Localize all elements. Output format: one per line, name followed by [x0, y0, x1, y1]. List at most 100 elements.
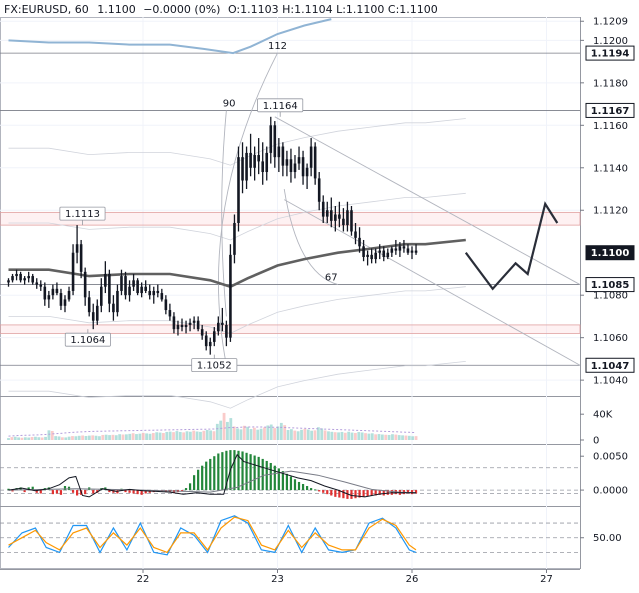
candle: [47, 290, 51, 308]
fan-line: [284, 199, 581, 366]
candle-body: [100, 286, 103, 306]
candle-body: [79, 244, 83, 272]
volume-bar: [111, 434, 115, 440]
candle: [184, 320, 188, 334]
macd-histogram-bar: [112, 490, 115, 493]
candle: [241, 142, 244, 194]
fib-arc: [283, 188, 339, 286]
volume-bar: [60, 437, 64, 440]
candle-body: [188, 322, 192, 325]
candle: [265, 146, 269, 181]
candle-body: [233, 222, 236, 255]
volume-bar: [340, 431, 344, 440]
macd-histogram-bar: [374, 490, 377, 496]
price-tag-label: 1.1047: [591, 361, 630, 372]
volume-bar: [407, 435, 411, 440]
stoch-d-line: [8, 516, 417, 554]
macd-histogram-bar: [322, 490, 325, 493]
candle: [144, 280, 147, 294]
volume-bar: [185, 431, 189, 440]
candle-body: [83, 271, 87, 298]
volume-bar: [293, 430, 297, 440]
candle: [136, 278, 139, 296]
macd-histogram-bar: [184, 488, 188, 491]
volume-bar: [249, 429, 253, 440]
volume-bar: [347, 431, 351, 440]
volume-bar: [40, 437, 44, 440]
candle: [374, 248, 377, 264]
macd-histogram-bar: [51, 490, 54, 495]
volume-bar: [384, 434, 388, 440]
volume-bar: [124, 434, 128, 440]
candle-body: [51, 288, 55, 296]
price-tick-label: 1.1209: [593, 17, 628, 28]
candle-body: [116, 290, 119, 313]
volume-bar: [246, 426, 250, 440]
candle: [180, 318, 184, 332]
volume-bar: [84, 436, 88, 440]
macd-histogram-bar: [414, 490, 418, 494]
macd-histogram-bar: [124, 490, 127, 493]
candle-body: [390, 248, 394, 253]
volume-bar: [370, 433, 374, 440]
macd-histogram-bar: [245, 452, 248, 491]
candle: [237, 146, 240, 232]
volume-ma-line: [8, 426, 417, 437]
volume-bar: [10, 437, 14, 440]
candle-body: [71, 252, 75, 291]
candle: [140, 282, 143, 298]
candle: [410, 246, 414, 260]
candle-body: [321, 201, 325, 217]
price-tag-box: [585, 357, 635, 373]
macd-histogram-bar: [330, 490, 333, 496]
volume-bar: [226, 421, 229, 440]
volume-bar: [50, 430, 54, 440]
volume-bar: [404, 435, 408, 440]
candle: [221, 307, 224, 332]
volume-bar: [263, 427, 266, 440]
candle: [305, 163, 309, 190]
macd-histogram-bar: [59, 490, 63, 495]
candle-body: [253, 155, 256, 168]
candle-body: [164, 299, 168, 311]
candle-body: [313, 146, 317, 179]
macd-histogram-bar: [310, 488, 313, 491]
candle: [398, 242, 402, 257]
candle-body: [160, 293, 164, 300]
macd-histogram-bar: [217, 453, 220, 491]
macd-histogram-bar: [334, 490, 337, 497]
svg-text:FX:EURUSD, 60 1.1100: FX:EURUSD, 60 1.1100 −0.0000 (0%) O:1.11…: [4, 3, 438, 16]
stoch-tick-label: 50.00: [593, 533, 622, 544]
candle-body: [11, 276, 14, 281]
candle-body: [31, 276, 35, 283]
candle-body: [398, 246, 402, 251]
macd-histogram-bar: [71, 490, 75, 493]
candle-body: [342, 218, 345, 226]
macd-histogram-bar: [354, 490, 357, 499]
volume-bar: [256, 429, 260, 440]
macd-histogram-bar: [55, 490, 59, 494]
time-tick-label: 23: [271, 574, 284, 585]
volume-bar: [350, 432, 354, 440]
volume-bar: [7, 438, 10, 440]
volume-bar: [310, 430, 314, 440]
candle-body: [23, 278, 26, 281]
volume-bar: [286, 430, 290, 440]
candle: [301, 150, 305, 185]
candle-body: [180, 324, 184, 328]
stoch-k-line: [8, 515, 417, 556]
volume-bar: [94, 435, 98, 440]
volume-bar: [128, 433, 132, 440]
annotation-label: 90: [223, 98, 236, 109]
candle-body: [394, 248, 398, 251]
volume-bar: [269, 424, 273, 440]
envelope-line: [8, 361, 466, 409]
volume-bar: [178, 431, 182, 440]
macd-histogram-bar: [350, 490, 353, 499]
candle-body: [402, 246, 406, 249]
time-tick-label: 27: [540, 574, 553, 585]
candle: [402, 239, 406, 253]
price-tick-label: 1.1180: [593, 78, 628, 89]
candle: [15, 269, 18, 281]
